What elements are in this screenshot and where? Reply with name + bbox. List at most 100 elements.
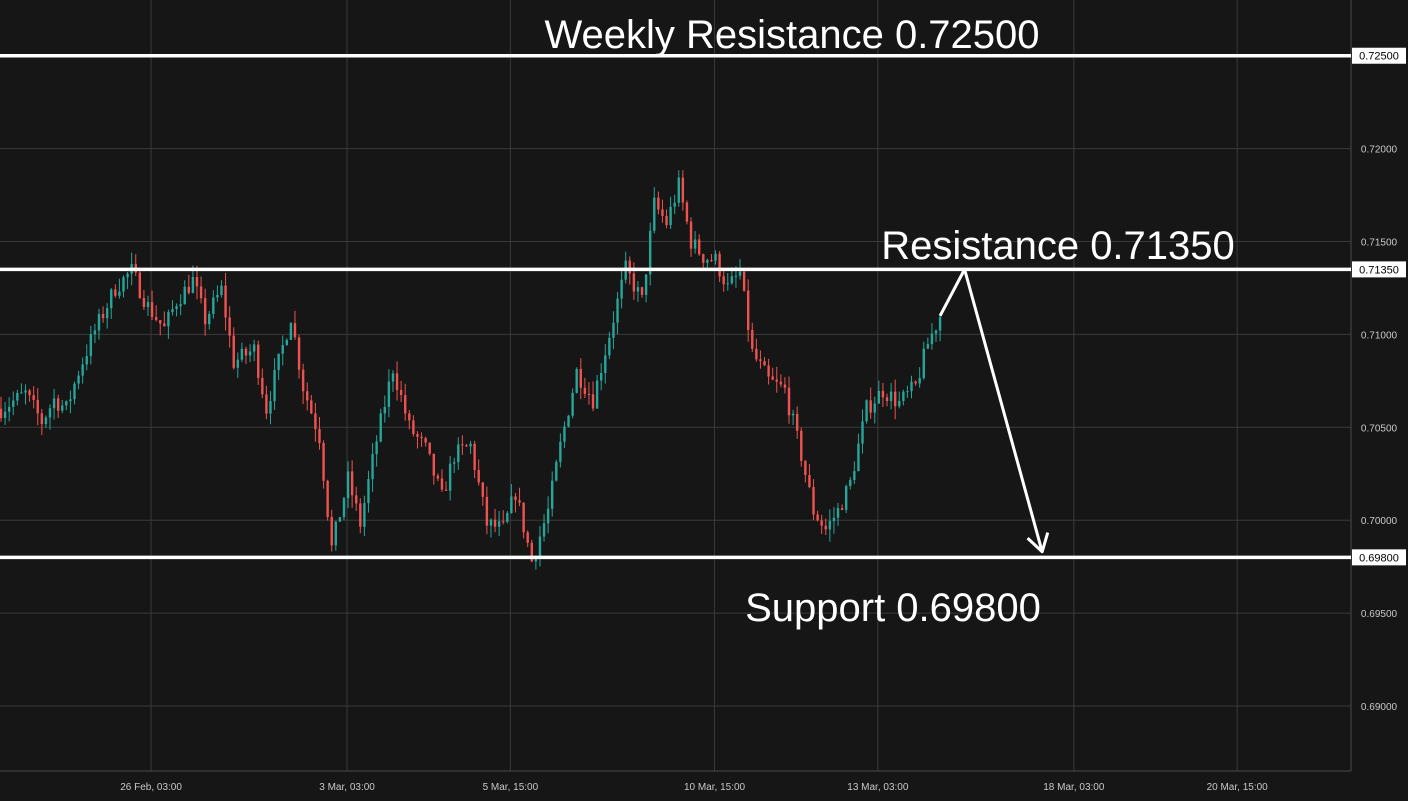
candle — [869, 387, 872, 419]
candle — [236, 352, 240, 378]
candle — [473, 440, 476, 479]
candle — [461, 435, 464, 455]
candle — [865, 399, 868, 424]
candle — [424, 436, 427, 447]
candle-body — [661, 209, 664, 217]
candle — [240, 342, 244, 363]
candle — [718, 251, 721, 283]
candle — [767, 358, 770, 385]
candle-body — [526, 532, 529, 543]
candle — [318, 417, 321, 450]
candle — [432, 453, 435, 485]
candle-body — [183, 286, 186, 305]
candle — [16, 389, 19, 406]
candle-body — [269, 401, 272, 414]
candle-body — [314, 413, 317, 430]
candle-body — [334, 521, 338, 546]
candle — [906, 385, 909, 398]
candle — [665, 209, 668, 229]
candle — [579, 358, 582, 400]
candle — [244, 346, 248, 365]
candle — [853, 461, 856, 484]
price-label-box: 0.69800 — [1352, 549, 1406, 566]
candle-body — [849, 479, 852, 486]
candle — [12, 391, 15, 416]
candle — [555, 459, 558, 482]
candle — [522, 502, 525, 539]
candle-body — [665, 216, 668, 226]
candle — [175, 303, 178, 317]
candle-body — [20, 392, 23, 394]
candle-body — [167, 312, 170, 327]
candle-body — [391, 373, 395, 382]
candle — [616, 292, 619, 335]
candle — [489, 518, 493, 538]
candle-body — [677, 177, 680, 203]
candle — [551, 471, 554, 517]
candle-body — [555, 461, 558, 481]
candle — [428, 442, 431, 456]
candle-body — [85, 356, 88, 365]
candle-body — [48, 408, 52, 418]
candle — [783, 377, 787, 394]
y-tick-label: 0.71000 — [1361, 330, 1398, 341]
candle-body — [81, 364, 84, 376]
candle-body — [518, 500, 521, 503]
price-label: 0.69800 — [1359, 552, 1399, 564]
candle — [32, 386, 35, 409]
candle-body — [477, 470, 480, 483]
candle-body — [265, 394, 268, 414]
candle — [56, 394, 60, 419]
price-label-box: 0.71350 — [1352, 261, 1406, 278]
candle-body — [534, 556, 538, 562]
candle-body — [73, 383, 76, 400]
candle — [265, 385, 268, 420]
candle-body — [346, 471, 350, 499]
candle — [457, 437, 460, 470]
candle — [742, 271, 746, 292]
candle-body — [640, 287, 644, 295]
candle — [751, 322, 754, 352]
candle-body — [199, 286, 203, 299]
candle-body — [538, 536, 542, 557]
arrow-path — [938, 267, 1044, 553]
candle-body — [595, 380, 599, 409]
candle-body — [616, 298, 619, 323]
candle — [444, 481, 448, 491]
grid-lines — [0, 0, 1351, 771]
candle — [873, 396, 876, 424]
candle — [7, 397, 11, 422]
price-label-background — [1352, 261, 1406, 278]
candle — [763, 357, 766, 366]
candle — [232, 327, 235, 370]
candle — [918, 367, 921, 388]
candle — [644, 274, 648, 303]
candle-body — [873, 403, 876, 413]
candle-body — [918, 378, 921, 384]
candle-body — [710, 259, 713, 261]
candle — [69, 390, 72, 414]
time-axis: 26 Feb, 03:00 3 Mar, 03:00 5 Mar, 15:00 10 … — [120, 782, 1268, 793]
candle — [228, 306, 231, 348]
candle-body — [248, 351, 252, 356]
candle-body — [408, 413, 411, 421]
candle-body — [779, 381, 783, 385]
candle-body — [828, 521, 832, 530]
arrow-head — [1026, 532, 1050, 554]
candle-body — [65, 401, 68, 406]
candle-body — [673, 202, 676, 207]
candle — [800, 427, 803, 467]
candle — [583, 377, 587, 399]
candle-body — [28, 390, 31, 396]
candle-body — [187, 286, 191, 293]
candle-body — [375, 441, 378, 455]
candle-body — [653, 197, 656, 231]
candle — [657, 191, 660, 215]
candle — [350, 460, 354, 508]
candle — [359, 498, 362, 534]
candle-body — [583, 387, 587, 394]
candle-body — [563, 426, 566, 442]
candle-body — [857, 443, 860, 472]
candle-body — [702, 254, 705, 263]
